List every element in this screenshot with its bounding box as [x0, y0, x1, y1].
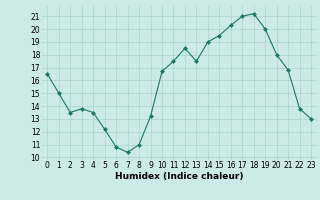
X-axis label: Humidex (Indice chaleur): Humidex (Indice chaleur): [115, 172, 244, 181]
